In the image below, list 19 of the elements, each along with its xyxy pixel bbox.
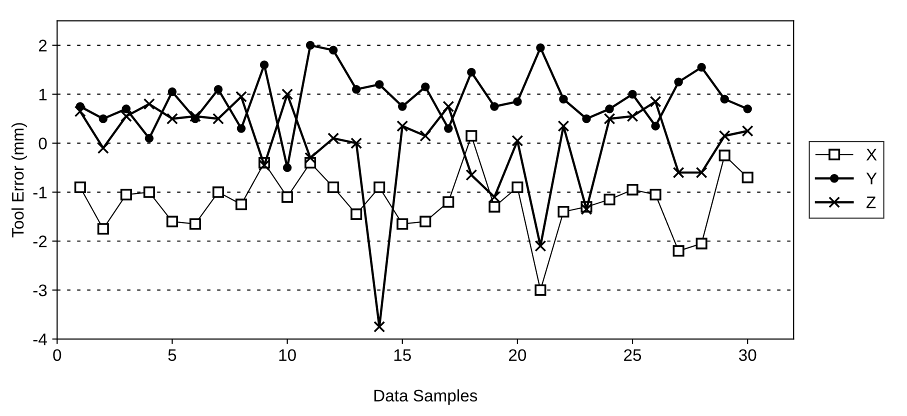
legend-label: X (866, 148, 877, 160)
x-tick-label: 10 (279, 349, 296, 362)
x-axis-title: Data Samples (374, 389, 478, 405)
y-tick-label: -3 (33, 284, 47, 296)
x-tick-label: 30 (738, 349, 756, 362)
x-tick-label: 0 (53, 349, 62, 362)
x-tick-label: 25 (624, 349, 642, 362)
legend-label: Z (866, 196, 876, 208)
x-tick-label: 20 (509, 349, 526, 362)
y-tick-label: -4 (33, 334, 47, 346)
y-tick-label: 2 (38, 40, 47, 52)
legend-label: Y (866, 172, 877, 184)
y-axis-title: Tool Error (mm) (12, 123, 28, 238)
x-tick-label: 15 (394, 349, 411, 362)
y-tick-label: 1 (39, 88, 47, 100)
x-tick-label: 5 (168, 349, 176, 362)
y-tick-label: -2 (33, 236, 47, 248)
y-tick-label: -1 (33, 186, 47, 198)
y-tick-label: 0 (38, 138, 47, 150)
